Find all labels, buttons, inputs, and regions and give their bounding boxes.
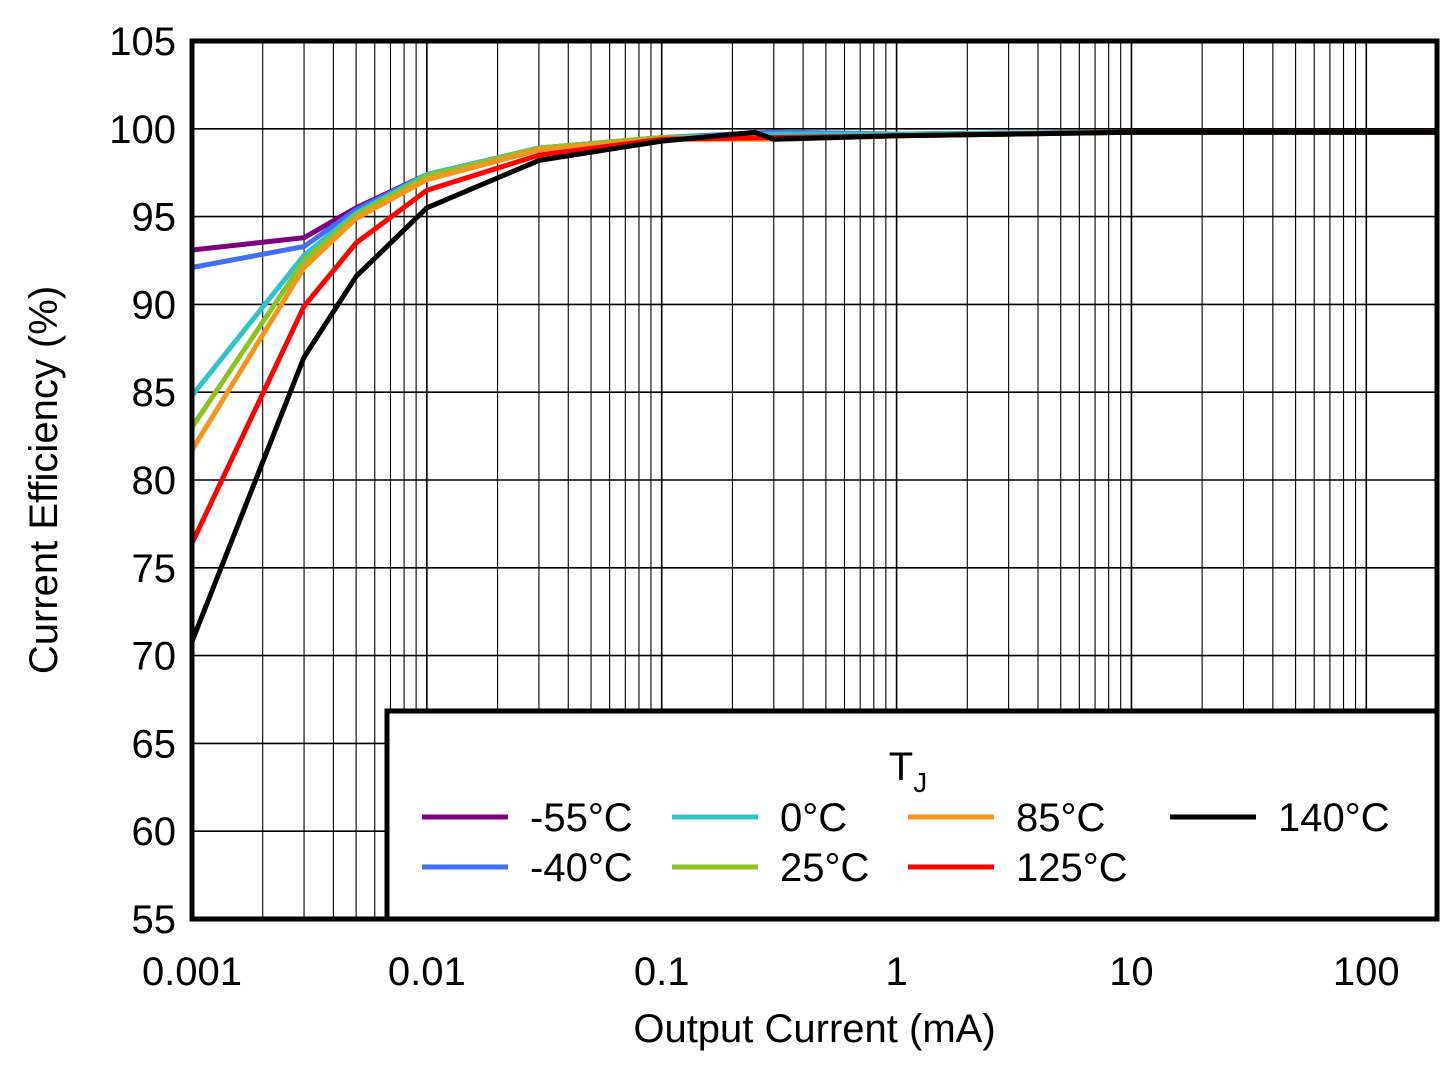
legend-label: 85°C [1016,796,1105,840]
x-tick-label: 10 [1109,950,1154,994]
legend-label: 0°C [780,796,847,840]
y-tick-label: 75 [132,547,177,591]
series-line [189,129,1440,430]
x-tick-label: 100 [1333,950,1400,994]
y-tick-label: 105 [109,20,176,64]
legend-title: TJ [889,745,927,798]
legend-label: 140°C [1278,796,1390,840]
y-tick-label: 55 [132,898,177,942]
series-line [189,129,1440,546]
legend: TJ -55°C -40°C 0°C 25°C 85°C 125°C 140°C [384,708,1440,922]
series-line [189,129,1440,253]
y-tick-label: 100 [109,108,176,152]
x-tick-label: 1 [885,950,907,994]
y-tick-label: 80 [132,459,177,503]
y-tick-label: 90 [132,283,177,327]
series-line [189,129,1440,453]
legend-label: 125°C [1016,846,1128,890]
y-tick-label: 70 [132,635,177,679]
x-tick-labels: 0.001 0.01 0.1 1 10 100 [142,950,1400,994]
legend-title-subscript: J [913,767,927,798]
y-tick-label: 85 [132,371,177,415]
x-tick-label: 0.1 [634,950,690,994]
legend-label: 25°C [780,846,869,890]
legend-label: -55°C [530,796,633,840]
x-tick-label: 0.01 [388,950,466,994]
y-tick-label: 95 [132,196,177,240]
y-tick-label: 65 [132,722,177,766]
series-lines [189,129,1440,645]
series-line [189,129,1440,645]
series-line [189,129,1440,399]
x-tick-label: 0.001 [142,950,242,994]
y-axis-label: Current Efficiency (%) [22,286,66,674]
x-axis-label: Output Current (mA) [633,1007,995,1051]
y-tick-labels: 55 60 65 70 75 80 85 90 95 100 105 [109,20,176,942]
legend-items: -55°C -40°C 0°C 25°C 85°C 125°C 140°C [422,796,1390,890]
y-tick-label: 60 [132,810,177,854]
legend-label: -40°C [530,846,633,890]
